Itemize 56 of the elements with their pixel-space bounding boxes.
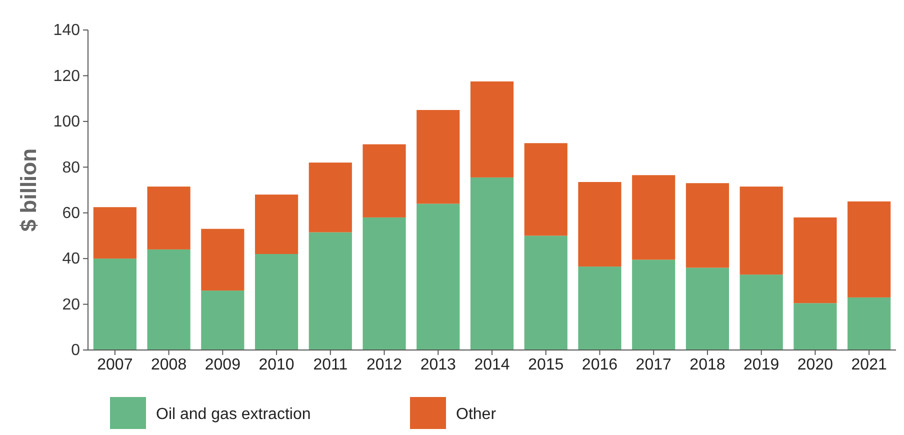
bar <box>147 186 190 250</box>
bar <box>524 143 568 236</box>
y-tick-label: 120 <box>53 68 80 85</box>
bar <box>470 81 514 178</box>
x-tick-label: 2021 <box>851 356 887 374</box>
bar <box>524 236 568 350</box>
y-tick-label: 140 <box>53 22 80 40</box>
bar <box>848 201 891 298</box>
bar <box>470 177 514 350</box>
bar <box>578 182 622 267</box>
bar <box>578 266 622 350</box>
bar <box>93 207 136 259</box>
y-tick-label: 0 <box>71 342 80 360</box>
bar <box>308 162 352 232</box>
x-tick-label: 2016 <box>582 356 618 374</box>
bar <box>632 260 676 350</box>
bar <box>794 217 837 304</box>
bar <box>362 217 406 350</box>
bar <box>201 290 244 350</box>
x-tick-label: 2019 <box>744 356 780 374</box>
bar <box>848 297 891 350</box>
legend-label: Oil and gas extraction <box>156 406 311 423</box>
bar <box>254 194 298 254</box>
x-tick-label: 2008 <box>151 356 187 374</box>
bar <box>201 228 244 291</box>
x-tick-label: 2012 <box>366 356 402 374</box>
bar <box>686 268 730 350</box>
x-tick-label: 2017 <box>636 356 672 374</box>
bar <box>308 232 352 350</box>
bar <box>686 183 730 268</box>
x-tick-label: 2018 <box>690 356 726 374</box>
bar <box>147 249 190 350</box>
y-tick-label: 60 <box>62 204 80 222</box>
x-tick-label: 2011 <box>313 356 348 374</box>
bar <box>794 303 837 350</box>
bar <box>254 254 298 350</box>
y-tick-label: 80 <box>62 159 80 176</box>
x-tick-label: 2015 <box>528 356 564 374</box>
bar <box>416 204 460 350</box>
x-tick-label: 2013 <box>420 356 456 374</box>
bar <box>632 175 676 260</box>
y-axis-title: $ billion <box>16 148 41 232</box>
x-tick-label: 2010 <box>258 356 294 374</box>
y-tick-label: 100 <box>53 114 80 131</box>
bar <box>362 144 406 218</box>
y-tick-label: 20 <box>62 296 80 314</box>
bar <box>93 258 136 350</box>
x-tick-label: 2020 <box>797 356 834 374</box>
bar <box>740 274 783 350</box>
legend-label: Other <box>456 406 497 423</box>
x-tick-label: 2014 <box>474 356 510 374</box>
x-tick-label: 2009 <box>204 356 241 374</box>
x-tick-label: 2007 <box>97 356 133 374</box>
bar <box>740 186 783 275</box>
bar <box>416 110 460 204</box>
y-tick-label: 40 <box>62 250 80 268</box>
